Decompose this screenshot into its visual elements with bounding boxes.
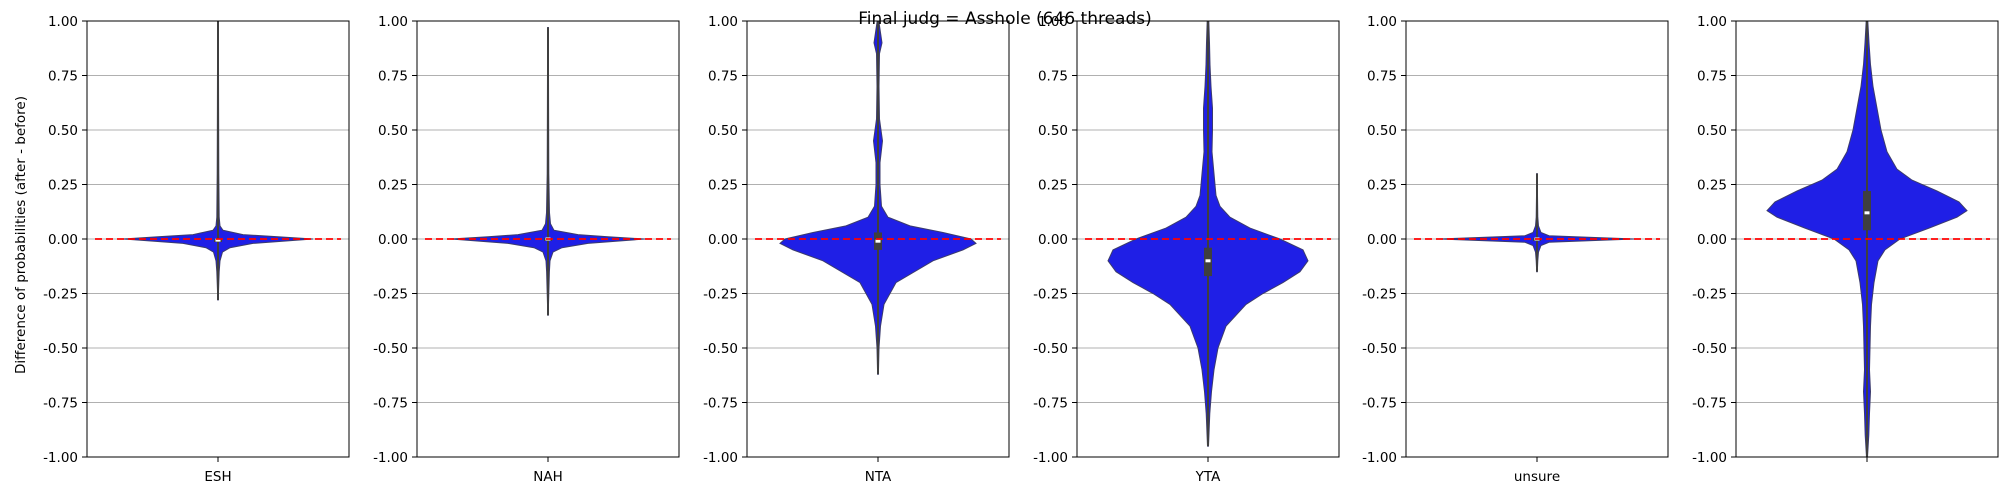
y-tick-label: -0.75 <box>1362 396 1397 412</box>
y-tick-label: -0.25 <box>1692 287 1727 303</box>
y-tick-label: 0.50 <box>1367 123 1397 139</box>
category-label: NTA <box>865 469 892 485</box>
iqr-box <box>1863 191 1871 231</box>
y-tick-label: 0.50 <box>48 123 78 139</box>
panel-unlabeled: 1.00 0.75 0.50 0.25 0.00 -0.25 -0.50 -0.75 -1.00 <box>1692 14 1999 466</box>
y-tick-label: -0.50 <box>1692 341 1727 357</box>
y-tick-label: -1.00 <box>43 450 78 466</box>
y-tick-label: -0.50 <box>1362 341 1397 357</box>
y-tick-label: -1.00 <box>703 450 738 466</box>
y-tick-label: 0.25 <box>708 178 738 194</box>
y-tick-label: -0.25 <box>703 287 738 303</box>
y-tick-label: 0.25 <box>1038 178 1068 194</box>
y-tick-label: 0.00 <box>1697 232 1727 248</box>
y-tick-label: 0.00 <box>1367 232 1397 248</box>
y-tick-label: 0.75 <box>1038 69 1068 85</box>
y-tick-label: 1.00 <box>708 14 738 30</box>
panel-NAH: 1.00 0.75 0.50 0.25 0.00 -0.25 -0.50 -0.75 -1.00… <box>373 14 680 485</box>
y-tick-label: 1.00 <box>48 14 78 30</box>
panel-ESH: 1.00 0.75 0.50 0.25 0.00 -0.25 -0.50 -0.75 -1.00… <box>43 14 350 485</box>
y-axis-label: Difference of probabilities (after - bef… <box>13 96 29 374</box>
median-marker <box>1864 211 1870 215</box>
y-tick-label: 0.25 <box>1367 178 1397 194</box>
y-tick-label: 0.00 <box>708 232 738 248</box>
panel-NTA: 1.00 0.75 0.50 0.25 0.00 -0.25 -0.50 -0.75 -1.00… <box>703 14 1010 485</box>
y-tick-label: 0.50 <box>708 123 738 139</box>
median-marker <box>215 238 221 242</box>
y-tick-label: 1.00 <box>378 14 408 30</box>
y-tick-label: 0.25 <box>378 178 408 194</box>
y-tick-label: -1.00 <box>373 450 408 466</box>
y-tick-label: -0.75 <box>43 396 78 412</box>
y-tick-label: -0.75 <box>1692 396 1727 412</box>
y-tick-label: -0.25 <box>1033 287 1068 303</box>
y-tick-label: -0.75 <box>1033 396 1068 412</box>
y-tick-label: 1.00 <box>1038 14 1068 30</box>
y-tick-label: -0.50 <box>43 341 78 357</box>
median-marker <box>875 239 881 243</box>
y-tick-label: 0.00 <box>48 232 78 248</box>
y-tick-label: -1.00 <box>1033 450 1068 466</box>
y-tick-label: 1.00 <box>1697 14 1727 30</box>
y-tick-label: -0.25 <box>43 287 78 303</box>
y-tick-label: 0.00 <box>1038 232 1068 248</box>
y-tick-label: 0.50 <box>1697 123 1727 139</box>
y-tick-label: -0.50 <box>703 341 738 357</box>
category-label: unsure <box>1514 469 1560 485</box>
y-tick-label: 0.25 <box>48 178 78 194</box>
category-label: NAH <box>533 469 563 485</box>
y-tick-label: 1.00 <box>1367 14 1397 30</box>
y-tick-label: 0.25 <box>1697 178 1727 194</box>
y-tick-label: 0.75 <box>378 69 408 85</box>
y-tick-label: 0.75 <box>1697 69 1727 85</box>
y-tick-label: -1.00 <box>1362 450 1397 466</box>
y-tick-label: 0.75 <box>48 69 78 85</box>
category-label: YTA <box>1195 469 1221 485</box>
panel-unsure: 1.00 0.75 0.50 0.25 0.00 -0.25 -0.50 -0.75 -1.00… <box>1362 14 1669 485</box>
y-tick-label: -0.75 <box>373 396 408 412</box>
category-label: ESH <box>204 469 231 485</box>
y-tick-label: 0.75 <box>708 69 738 85</box>
y-tick-label: 0.50 <box>378 123 408 139</box>
y-tick-label: -0.50 <box>1033 341 1068 357</box>
y-tick-label: 0.50 <box>1038 123 1068 139</box>
y-tick-label: 0.75 <box>1367 69 1397 85</box>
chart-title: Final judg = Asshole (646 threads) <box>858 9 1152 29</box>
y-tick-label: 0.00 <box>378 232 408 248</box>
median-marker <box>1205 259 1211 263</box>
y-tick-label: -0.75 <box>703 396 738 412</box>
y-tick-label: -1.00 <box>1692 450 1727 466</box>
panel-YTA: 1.00 0.75 0.50 0.25 0.00 -0.25 -0.50 -0.75 -1.00… <box>1033 14 1340 485</box>
y-tick-label: -0.50 <box>373 341 408 357</box>
y-tick-label: -0.25 <box>373 287 408 303</box>
y-tick-label: -0.25 <box>1362 287 1397 303</box>
